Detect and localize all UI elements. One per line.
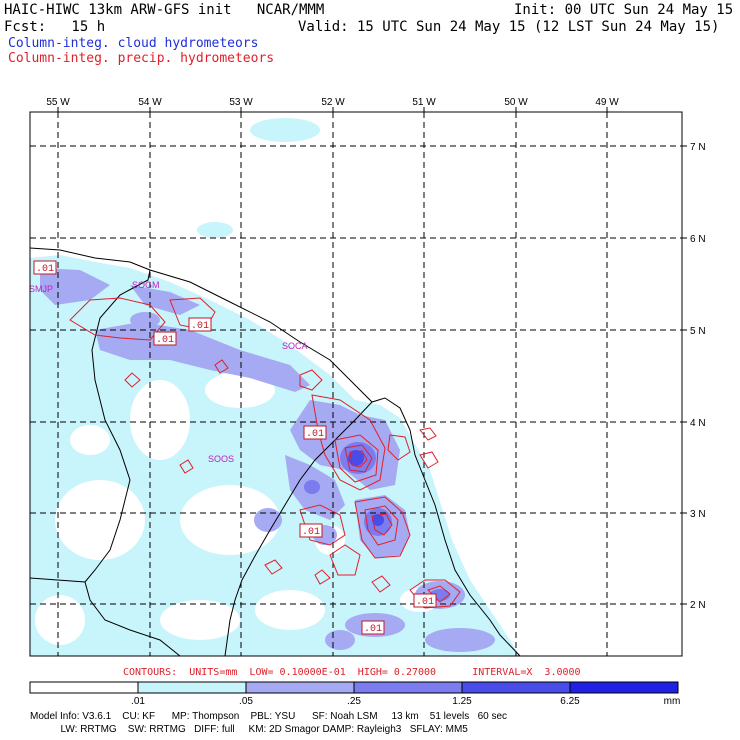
lat-labels: 7 N 6 N 5 N 4 N 3 N 2 N	[690, 142, 706, 611]
model-info-line1: Model Info: V3.6.1 CU: KF MP: Thompson P…	[30, 711, 508, 722]
lat-label: 5 N	[690, 326, 706, 337]
precip-contours	[69, 297, 461, 609]
shaded-hydrometeors	[30, 118, 520, 656]
lon-labels: 55 W 54 W 53 W 52 W 51 W 50 W 49 W	[46, 97, 619, 108]
colorbar-tick: 6.25	[560, 696, 580, 707]
station-soca: SOCA	[282, 341, 308, 351]
title-left: HAIC-HIWC 13km ARW-GFS init NCAR/MMM	[4, 2, 325, 18]
contour-label: .01	[36, 264, 54, 275]
lon-label: 53 W	[229, 97, 253, 108]
contour-label: .01	[302, 527, 320, 538]
contour-label: .01	[306, 429, 324, 440]
station-smjp: SMJP	[29, 284, 53, 294]
station-sogm: SOGM	[132, 280, 160, 290]
legend-cloud: Column-integ. cloud hydrometeors	[8, 36, 259, 51]
init-time: Init: 00 UTC Sun 24 May 15	[514, 2, 734, 18]
lon-label: 51 W	[412, 97, 436, 108]
lon-ticks	[57, 107, 608, 112]
colorbar-tick: 1.25	[452, 696, 472, 707]
plot-frame	[29, 111, 683, 657]
lat-label: 3 N	[690, 509, 706, 520]
model-info-line2: LW: RRTMG SW: RRTMG DIFF: full KM: 2D Sm…	[30, 724, 468, 735]
contour-label: .01	[191, 321, 209, 332]
legend-precip: Column-integ. precip. hydrometeors	[8, 51, 275, 66]
contour-label: .01	[364, 624, 382, 635]
colorbar-unit: mm	[664, 696, 681, 707]
colorbar-tick: .05	[239, 696, 253, 707]
station-soos: SOOS	[208, 454, 234, 464]
valid-time: Valid: 15 UTC Sun 24 May 15 (12 LST Sun …	[298, 19, 720, 35]
lon-label: 49 W	[595, 97, 619, 108]
contour-label-boxes	[33, 260, 437, 635]
gridlines	[30, 112, 682, 656]
lat-label: 2 N	[690, 600, 706, 611]
lon-label: 50 W	[504, 97, 528, 108]
contour-label: .01	[416, 597, 434, 608]
lat-label: 7 N	[690, 142, 706, 153]
colorbar	[29, 681, 679, 694]
contour-info: CONTOURS: UNITS=mm LOW= 0.10000E-01 HIGH…	[123, 667, 581, 678]
lat-label: 6 N	[690, 234, 706, 245]
colorbar-ticks: .01 .05 .25 1.25 6.25 mm	[131, 696, 680, 707]
lon-label: 55 W	[46, 97, 70, 108]
coastline	[30, 247, 521, 656]
contour-label: .01	[156, 335, 174, 346]
contour-labels: .01 .01 .01 .01 .01 .01 .01	[36, 264, 434, 635]
station-labels: SMJP SOGM SOCA SOOS	[29, 280, 308, 464]
lon-label: 54 W	[138, 97, 162, 108]
colorbar-tick: .25	[347, 696, 361, 707]
lat-label: 4 N	[690, 418, 706, 429]
colorbar-tick: .01	[131, 696, 145, 707]
lat-ticks	[682, 145, 687, 605]
lon-label: 52 W	[321, 97, 345, 108]
forecast-hour: Fcst: 15 h	[4, 19, 106, 35]
